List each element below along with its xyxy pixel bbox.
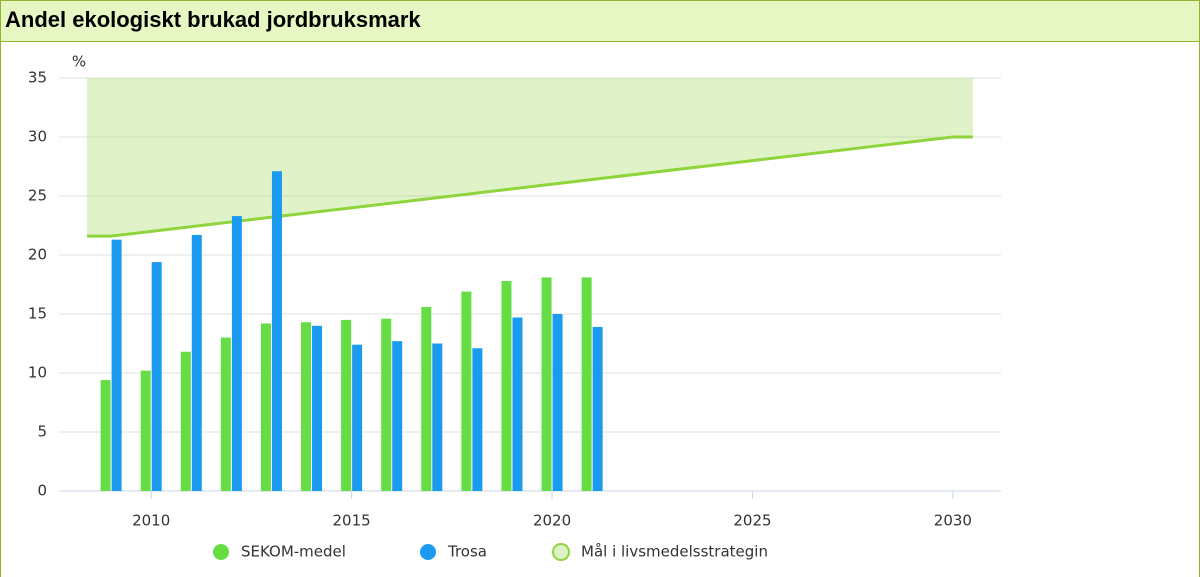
bar — [220, 337, 231, 491]
bar — [392, 341, 403, 491]
x-tick-label: 2030 — [934, 512, 972, 530]
y-tick-label: 35 — [28, 69, 47, 87]
y-tick-label: 10 — [28, 364, 47, 382]
bar — [191, 234, 202, 491]
y-tick-label: 25 — [28, 187, 47, 205]
target-line — [87, 135, 973, 238]
bar — [461, 291, 472, 491]
bar — [301, 322, 312, 491]
bar — [592, 326, 603, 491]
legend-marker — [213, 544, 229, 560]
bar — [512, 317, 523, 491]
target-area — [87, 78, 973, 237]
x-tick-label: 2025 — [733, 512, 771, 530]
bar — [472, 348, 483, 491]
y-tick-label: 0 — [37, 482, 47, 500]
bar — [381, 318, 392, 491]
bar — [352, 344, 363, 491]
legend-label: SEKOM-medel — [241, 543, 346, 561]
y-tick-label: 30 — [28, 128, 47, 146]
bar — [312, 325, 323, 491]
legend-marker — [420, 544, 436, 560]
y-axis-label: % — [72, 53, 86, 71]
bar — [231, 216, 242, 491]
bar — [260, 323, 271, 491]
bar — [552, 314, 563, 491]
bar — [421, 306, 432, 491]
bar — [151, 262, 162, 491]
bar — [140, 370, 151, 491]
bar — [341, 319, 352, 491]
chart-title: Andel ekologiskt brukad jordbruksmark — [1, 1, 1199, 42]
y-tick-label: 20 — [28, 246, 47, 264]
bar — [501, 280, 512, 491]
bar — [100, 380, 111, 491]
bar — [180, 351, 191, 491]
bar — [432, 343, 443, 491]
x-tick-label: 2015 — [333, 512, 371, 530]
legend-marker — [552, 543, 570, 561]
bar — [541, 277, 552, 491]
bar — [271, 171, 282, 491]
legend-label: Mål i livsmedelsstrategin — [581, 543, 768, 561]
bar — [111, 239, 122, 491]
x-tick-label: 2010 — [132, 512, 170, 530]
bar — [581, 277, 592, 491]
y-tick-label: 5 — [37, 423, 47, 441]
legend-label: Trosa — [447, 543, 487, 561]
x-tick-label: 2020 — [533, 512, 571, 530]
y-tick-label: 15 — [28, 305, 47, 323]
